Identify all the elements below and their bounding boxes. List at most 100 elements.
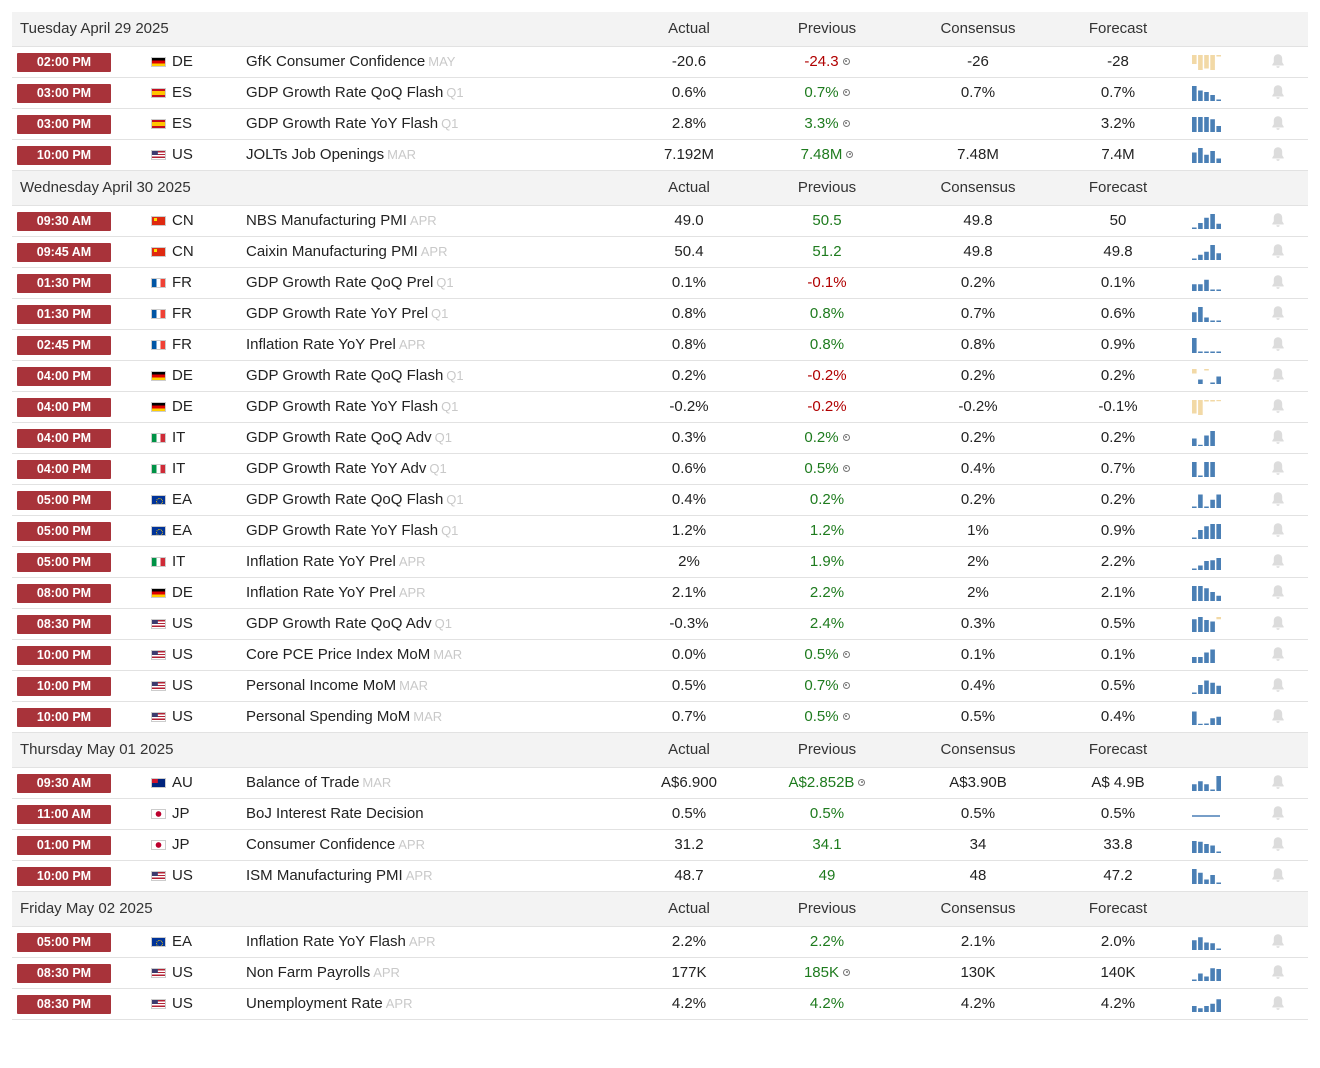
event-name[interactable]: Inflation Rate YoY Prel	[246, 584, 396, 601]
history-sparkline[interactable]	[1191, 867, 1223, 885]
event-name[interactable]: GDP Growth Rate YoY Flash	[246, 522, 439, 539]
history-sparkline[interactable]	[1191, 646, 1223, 664]
event-name[interactable]: Balance of Trade	[246, 774, 360, 791]
bell-icon[interactable]	[1271, 708, 1285, 724]
event-country[interactable]: US	[172, 646, 193, 663]
event-title[interactable]: Non Farm Payrolls APR	[246, 958, 400, 988]
event-title[interactable]: GDP Growth Rate QoQ Flash Q1	[246, 78, 464, 108]
history-sparkline[interactable]	[1191, 398, 1223, 416]
event-title[interactable]: Personal Spending MoM MAR	[246, 702, 442, 732]
history-sparkline[interactable]	[1191, 336, 1223, 354]
bell-icon[interactable]	[1271, 460, 1285, 476]
event-country[interactable]: US	[172, 867, 193, 884]
event-row[interactable]: 04:00 PM DE GDP Growth Rate YoY Flash Q1 …	[12, 392, 1308, 423]
event-country[interactable]: JP	[172, 805, 190, 822]
bell-icon[interactable]	[1271, 615, 1285, 631]
event-row[interactable]: 09:30 AM CN NBS Manufacturing PMI APR 49.…	[12, 206, 1308, 237]
event-title[interactable]: Unemployment Rate APR	[246, 989, 412, 1019]
event-country[interactable]: FR	[172, 305, 192, 322]
history-sparkline[interactable]	[1191, 677, 1223, 695]
event-title[interactable]: JOLTs Job Openings MAR	[246, 140, 416, 170]
event-country[interactable]: CN	[172, 243, 194, 260]
history-sparkline[interactable]	[1191, 53, 1223, 71]
bell-icon[interactable]	[1271, 677, 1285, 693]
event-row[interactable]: 05:00 PM EA GDP Growth Rate YoY Flash Q1 …	[12, 516, 1308, 547]
bell-icon[interactable]	[1271, 146, 1285, 162]
event-row[interactable]: 04:00 PM DE GDP Growth Rate QoQ Flash Q1 …	[12, 361, 1308, 392]
event-name[interactable]: Inflation Rate YoY Flash	[246, 933, 406, 950]
bell-icon[interactable]	[1271, 243, 1285, 259]
event-country[interactable]: EA	[172, 491, 193, 508]
event-title[interactable]: Inflation Rate YoY Flash APR	[246, 927, 436, 957]
event-title[interactable]: ISM Manufacturing PMI APR	[246, 861, 432, 891]
event-name[interactable]: GDP Growth Rate QoQ Adv	[246, 429, 432, 446]
event-country[interactable]: IT	[172, 429, 186, 446]
event-title[interactable]: GDP Growth Rate YoY Prel Q1	[246, 299, 448, 329]
history-sparkline[interactable]	[1191, 243, 1223, 261]
event-row[interactable]: 01:30 PM FR GDP Growth Rate QoQ Prel Q1 0…	[12, 268, 1308, 299]
event-country[interactable]: ES	[172, 84, 193, 101]
event-country[interactable]: US	[172, 615, 193, 632]
history-sparkline[interactable]	[1191, 522, 1223, 540]
event-title[interactable]: GDP Growth Rate QoQ Adv Q1	[246, 423, 452, 453]
event-country[interactable]: US	[172, 677, 193, 694]
event-name[interactable]: GDP Growth Rate YoY Adv	[246, 460, 427, 477]
event-title[interactable]: Core PCE Price Index MoM MAR	[246, 640, 462, 670]
event-title[interactable]: GfK Consumer Confidence MAY	[246, 47, 455, 77]
event-name[interactable]: BoJ Interest Rate Decision	[246, 805, 424, 822]
event-name[interactable]: JOLTs Job Openings	[246, 146, 385, 163]
event-row[interactable]: 08:30 PM US Non Farm Payrolls APR 177K 18…	[12, 958, 1308, 989]
event-name[interactable]: GfK Consumer Confidence	[246, 53, 426, 70]
event-name[interactable]: GDP Growth Rate YoY Flash	[246, 115, 439, 132]
event-title[interactable]: GDP Growth Rate QoQ Adv Q1	[246, 609, 452, 639]
event-title[interactable]: Inflation Rate YoY Prel APR	[246, 578, 426, 608]
event-row[interactable]: 09:30 AM AU Balance of Trade MAR A$6.900 …	[12, 768, 1308, 799]
event-title[interactable]: GDP Growth Rate YoY Flash Q1	[246, 109, 458, 139]
bell-icon[interactable]	[1271, 522, 1285, 538]
event-name[interactable]: NBS Manufacturing PMI	[246, 212, 407, 229]
event-row[interactable]: 10:00 PM US JOLTs Job Openings MAR 7.192M…	[12, 140, 1308, 171]
event-country[interactable]: US	[172, 964, 193, 981]
bell-icon[interactable]	[1271, 53, 1285, 69]
event-title[interactable]: GDP Growth Rate YoY Flash Q1	[246, 392, 458, 422]
history-sparkline[interactable]	[1191, 274, 1223, 292]
history-sparkline[interactable]	[1191, 305, 1223, 323]
event-country[interactable]: FR	[172, 336, 192, 353]
event-row[interactable]: 09:45 AM CN Caixin Manufacturing PMI APR …	[12, 237, 1308, 268]
event-name[interactable]: GDP Growth Rate YoY Flash	[246, 398, 439, 415]
bell-icon[interactable]	[1271, 398, 1285, 414]
event-name[interactable]: Caixin Manufacturing PMI	[246, 243, 418, 260]
bell-icon[interactable]	[1271, 774, 1285, 790]
event-title[interactable]: GDP Growth Rate QoQ Flash Q1	[246, 485, 464, 515]
event-name[interactable]: GDP Growth Rate YoY Prel	[246, 305, 429, 322]
history-sparkline[interactable]	[1191, 491, 1223, 509]
event-name[interactable]: GDP Growth Rate QoQ Flash	[246, 367, 444, 384]
event-country[interactable]: US	[172, 995, 193, 1012]
bell-icon[interactable]	[1271, 646, 1285, 662]
history-sparkline[interactable]	[1191, 460, 1223, 478]
history-sparkline[interactable]	[1191, 774, 1223, 792]
event-name[interactable]: Non Farm Payrolls	[246, 964, 371, 981]
event-country[interactable]: FR	[172, 274, 192, 291]
event-country[interactable]: JP	[172, 836, 190, 853]
event-row[interactable]: 05:00 PM EA Inflation Rate YoY Flash APR …	[12, 927, 1308, 958]
event-row[interactable]: 02:00 PM DE GfK Consumer Confidence MAY -…	[12, 47, 1308, 78]
history-sparkline[interactable]	[1191, 367, 1223, 385]
event-name[interactable]: Consumer Confidence	[246, 836, 396, 853]
bell-icon[interactable]	[1271, 584, 1285, 600]
bell-icon[interactable]	[1271, 867, 1285, 883]
event-name[interactable]: Personal Income MoM	[246, 677, 397, 694]
history-sparkline[interactable]	[1191, 146, 1223, 164]
event-row[interactable]: 10:00 PM US ISM Manufacturing PMI APR 48.…	[12, 861, 1308, 892]
event-title[interactable]: Caixin Manufacturing PMI APR	[246, 237, 447, 267]
event-title[interactable]: Personal Income MoM MAR	[246, 671, 428, 701]
history-sparkline[interactable]	[1191, 933, 1223, 951]
event-name[interactable]: GDP Growth Rate QoQ Adv	[246, 615, 432, 632]
event-country[interactable]: EA	[172, 522, 193, 539]
history-sparkline[interactable]	[1191, 115, 1223, 133]
event-country[interactable]: ES	[172, 115, 193, 132]
bell-icon[interactable]	[1271, 274, 1285, 290]
event-country[interactable]: CN	[172, 212, 194, 229]
event-row[interactable]: 10:00 PM US Personal Income MoM MAR 0.5% …	[12, 671, 1308, 702]
event-country[interactable]: DE	[172, 398, 193, 415]
